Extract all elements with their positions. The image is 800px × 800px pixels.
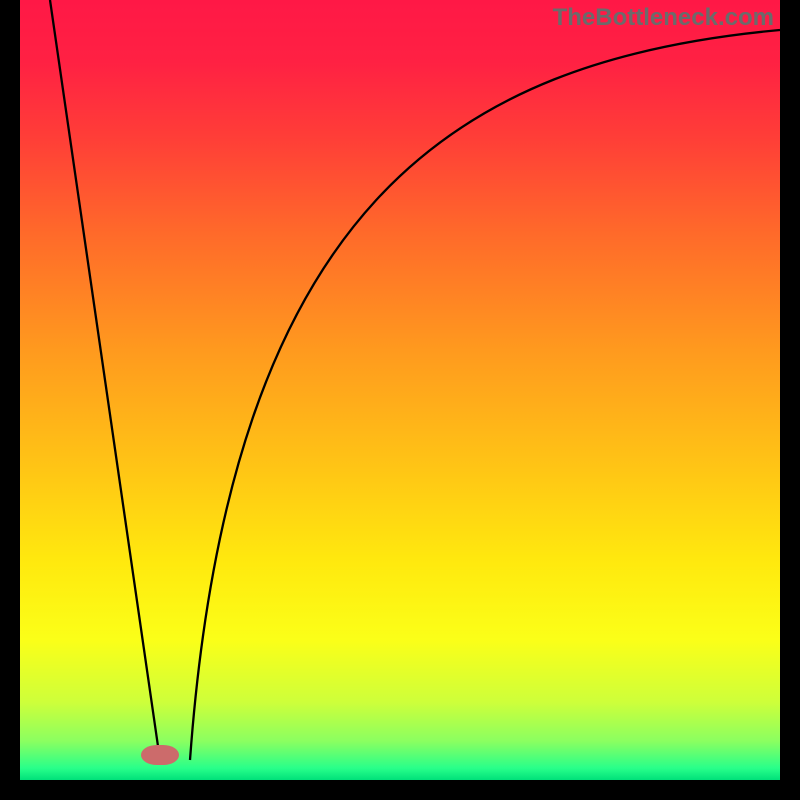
watermark-text: TheBottleneck.com bbox=[553, 4, 774, 32]
curve-right bbox=[190, 30, 780, 760]
curve-layer bbox=[20, 0, 780, 780]
plot-area: TheBottleneck.com bbox=[20, 0, 780, 780]
bottleneck-marker bbox=[141, 745, 179, 765]
curve-left bbox=[50, 0, 160, 760]
chart-container: TheBottleneck.com bbox=[0, 0, 800, 800]
